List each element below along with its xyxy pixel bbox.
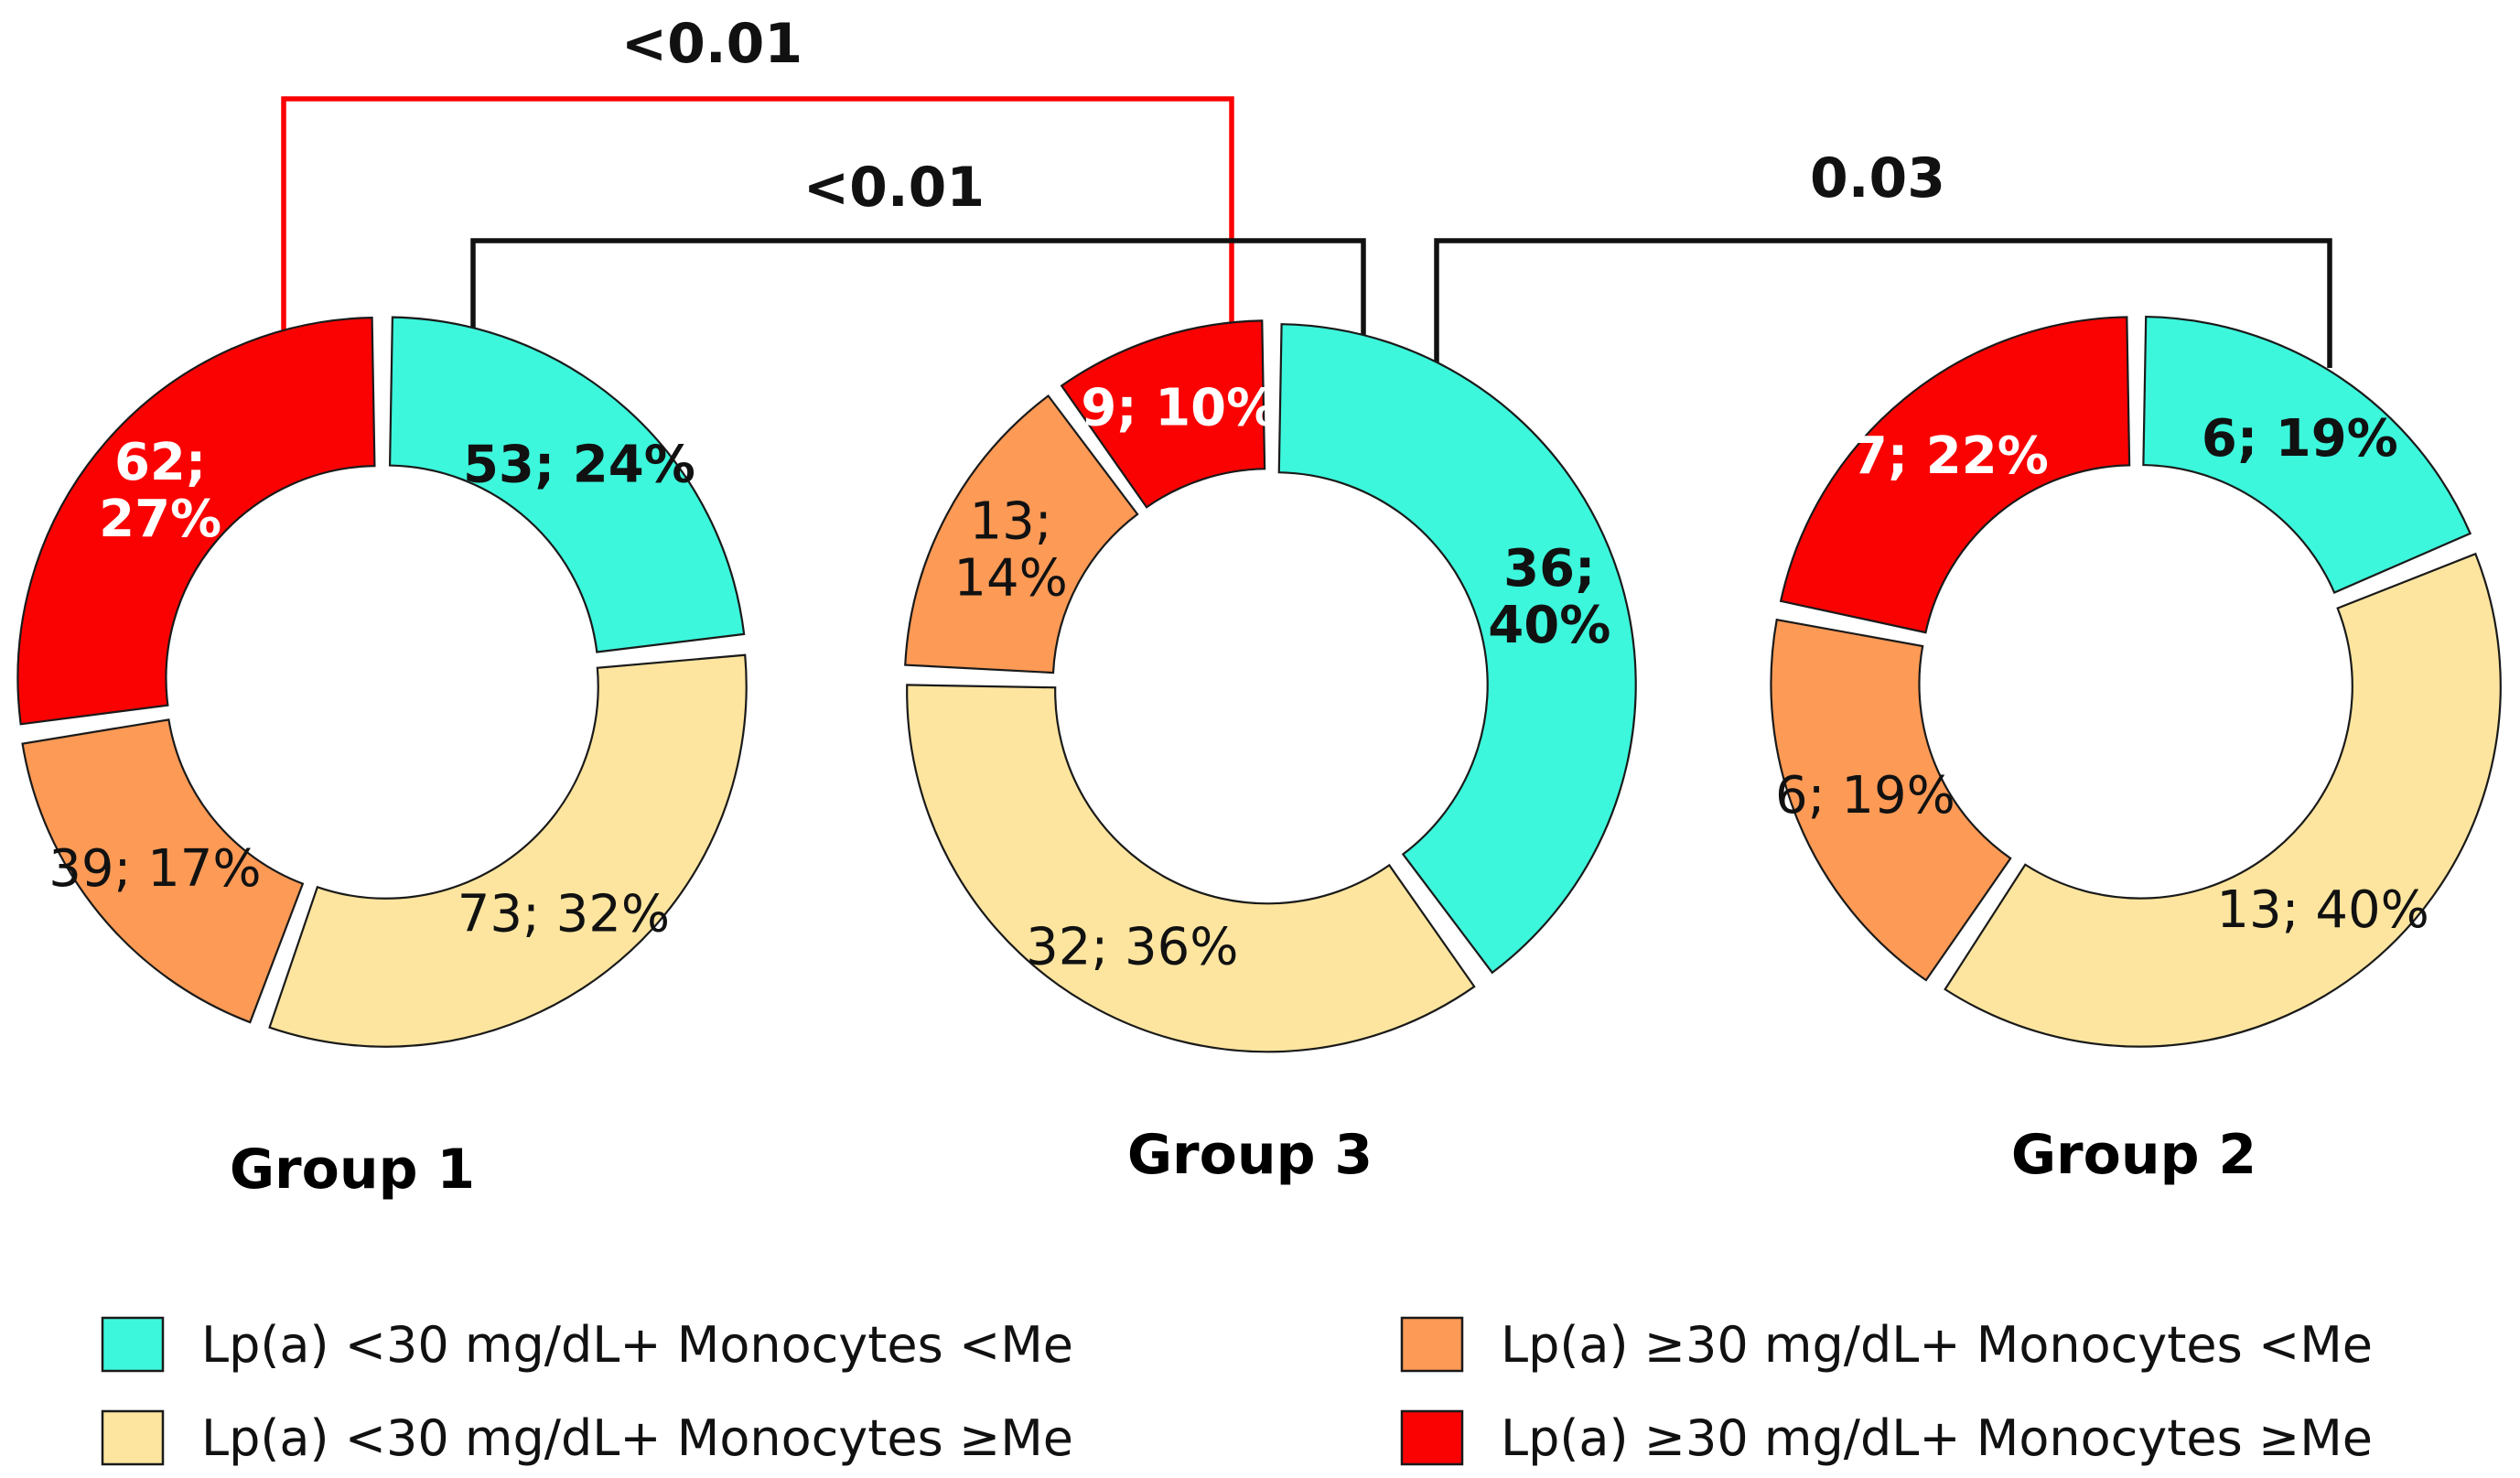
p-value-label: <0.01	[803, 156, 985, 220]
legend-swatch	[1400, 1316, 1464, 1373]
group-3-slice-label: 36; 40%	[1488, 539, 1610, 655]
group-1-slice-lp-a-30-mg-dl-monocytes-me	[21, 718, 305, 1024]
donut-group-3: 36; 40% 32; 36% 13; 14%9; 10%	[904, 319, 1637, 1053]
legend-swatch	[101, 1409, 165, 1466]
group-1-slice-label: 39; 17%	[48, 839, 261, 899]
group-3-slice-lp-a-30-mg-dl-monocytes-me	[906, 684, 1476, 1053]
p-value-label: <0.01	[621, 12, 802, 76]
group-2-slice-lp-a-30-mg-dl-monocytes-me	[1770, 618, 2012, 982]
donut-group-2: 6; 19% 13; 40% 6; 19% 7; 22%	[1770, 315, 2502, 1048]
group-1-slice-lp-a-30-mg-dl-monocytes-me	[16, 317, 376, 726]
group-3-slice-lp-a-30-mg-dl-monocytes-me	[904, 394, 1139, 674]
comparison-bracket: <0.01	[470, 156, 1366, 340]
p-value-label: 0.03	[1810, 146, 1945, 210]
legend-label: Lp(a) ≥30 mg/dL+ Monocytes ≥Me	[1501, 1409, 2373, 1467]
legend-swatch	[1400, 1409, 1464, 1466]
legend-item-lp-a-30-mg-dl-monocytes-me: Lp(a) <30 mg/dL+ Monocytes ≥Me	[101, 1409, 1073, 1467]
comparison-bracket: 0.03	[1434, 146, 2332, 368]
group-2-slice-lp-a-30-mg-dl-monocytes-me	[1779, 316, 2131, 634]
group-title: Group 3	[1127, 1123, 1373, 1187]
group-3-slice-lp-a-30-mg-dl-monocytes-me	[1060, 319, 1266, 509]
legend-label: Lp(a) <30 mg/dL+ Monocytes ≥Me	[201, 1409, 1073, 1467]
group-title: Group 1	[230, 1138, 475, 1202]
group-1-slice-label: 73; 32%	[458, 885, 670, 944]
bracket-line	[281, 96, 1234, 339]
group-2-slice-label: 6; 19%	[1775, 766, 1955, 825]
legend-item-lp-a-30-mg-dl-monocytes-me: Lp(a) <30 mg/dL+ Monocytes <Me	[101, 1316, 1073, 1374]
group-3-slice-label: 13; 14%	[953, 491, 1067, 608]
donut-group: 53; 24% 73; 32% 39; 17% 62; 27% 36; 40% 32; 36%…	[16, 315, 2502, 1053]
legend: Lp(a) <30 mg/dL+ Monocytes <Me Lp(a) ≥30 …	[101, 1316, 2373, 1467]
group-3-slice-lp-a-30-mg-dl-monocytes-me	[1277, 323, 1637, 975]
group-1-slice-lp-a-30-mg-dl-monocytes-me	[388, 316, 746, 653]
group-2-slice-lp-a-30-mg-dl-monocytes-me	[1944, 552, 2502, 1048]
group-1-slice-label: 62; 27%	[99, 433, 221, 549]
group-2-slice-label: 13; 40%	[2216, 880, 2428, 940]
group-2-slice-lp-a-30-mg-dl-monocytes-me	[2142, 315, 2472, 594]
group-3-slice-label: 9; 10%	[1081, 379, 1277, 438]
group-2-slice-label: 7; 22%	[1852, 426, 2049, 486]
bracket-line	[470, 238, 1366, 340]
bracket-line	[1434, 238, 2332, 368]
group-1-slice-lp-a-30-mg-dl-monocytes-me	[268, 653, 748, 1048]
comparison-brackets: <0.01 <0.01 0.03	[281, 12, 2332, 368]
group-1-slice-label: 53; 24%	[463, 436, 695, 495]
donut-group-1: 53; 24% 73; 32% 39; 17% 62; 27%	[16, 316, 748, 1048]
group-titles: Group 1 Group 3 Group 2	[230, 1123, 2256, 1202]
group-title: Group 2	[2011, 1123, 2256, 1187]
comparison-bracket: <0.01	[281, 12, 1234, 339]
legend-label: Lp(a) ≥30 mg/dL+ Monocytes <Me	[1501, 1316, 2373, 1374]
group-2-slice-label: 6; 19%	[2202, 409, 2398, 469]
legend-label: Lp(a) <30 mg/dL+ Monocytes <Me	[201, 1316, 1073, 1374]
legend-item-lp-a-30-mg-dl-monocytes-me: Lp(a) ≥30 mg/dL+ Monocytes <Me	[1400, 1316, 2373, 1374]
legend-swatch	[101, 1316, 165, 1373]
group-3-slice-label: 32; 36%	[1026, 917, 1238, 976]
legend-item-lp-a-30-mg-dl-monocytes-me: Lp(a) ≥30 mg/dL+ Monocytes ≥Me	[1400, 1409, 2373, 1467]
